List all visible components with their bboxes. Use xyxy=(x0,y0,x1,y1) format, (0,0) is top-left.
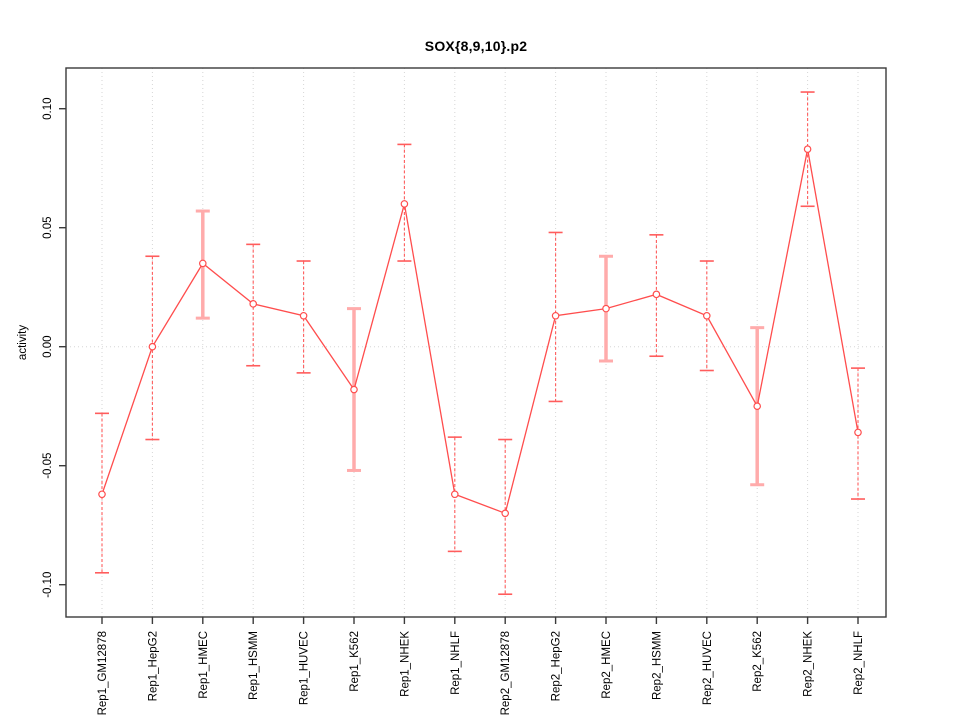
x-tick-label: Rep2_GM12878 xyxy=(500,631,512,715)
x-tick-label: Rep2_NHLF xyxy=(853,631,865,695)
data-point xyxy=(98,490,106,499)
plot-border xyxy=(65,67,887,618)
data-point xyxy=(350,385,358,394)
x-tick-label: Rep1_HMEC xyxy=(198,631,210,699)
x-tick-label: Rep1_K562 xyxy=(349,631,361,692)
y-tick-label: 0.10 xyxy=(42,98,54,120)
data-point xyxy=(299,311,308,320)
data-point xyxy=(602,304,610,313)
x-tick-label: Rep2_HMEC xyxy=(601,631,613,699)
x-tick-label: Rep1_HepG2 xyxy=(147,631,159,701)
chart-title: SOX{8,9,10}.p2 xyxy=(424,38,528,54)
x-tick-label: Rep1_NHLF xyxy=(450,631,462,695)
data-point xyxy=(199,259,207,268)
y-tick-label: 0.00 xyxy=(42,336,54,358)
series-line xyxy=(101,149,859,515)
x-tick-label: Rep2_NHEK xyxy=(803,631,815,697)
x-tick-label: Rep2_K562 xyxy=(752,631,764,692)
x-tick-label: Rep1_GM12878 xyxy=(97,631,109,715)
x-tick-label: Rep2_HUVEC xyxy=(702,631,714,705)
y-tick-label: -0.05 xyxy=(42,453,54,479)
data-point xyxy=(400,200,409,208)
data-point xyxy=(501,509,510,518)
x-tick-label: Rep1_HSMM xyxy=(248,631,260,700)
data-point xyxy=(249,300,258,308)
data-point xyxy=(450,490,459,499)
x-tick-label: Rep1_HUVEC xyxy=(299,631,311,705)
y-axis-label: activity xyxy=(17,325,29,360)
x-tick-label: Rep2_HepG2 xyxy=(551,631,563,701)
y-tick-label: -0.10 xyxy=(42,572,54,598)
data-point xyxy=(854,428,862,437)
y-tick-label: 0.05 xyxy=(42,217,54,239)
data-point xyxy=(652,290,661,299)
x-tick-label: Rep1_NHEK xyxy=(399,631,411,697)
data-point xyxy=(803,145,812,153)
data-point xyxy=(753,402,762,411)
data-point xyxy=(702,311,711,320)
data-point xyxy=(148,342,157,351)
data-point xyxy=(551,311,560,320)
x-tick-label: Rep2_HSMM xyxy=(651,631,663,700)
